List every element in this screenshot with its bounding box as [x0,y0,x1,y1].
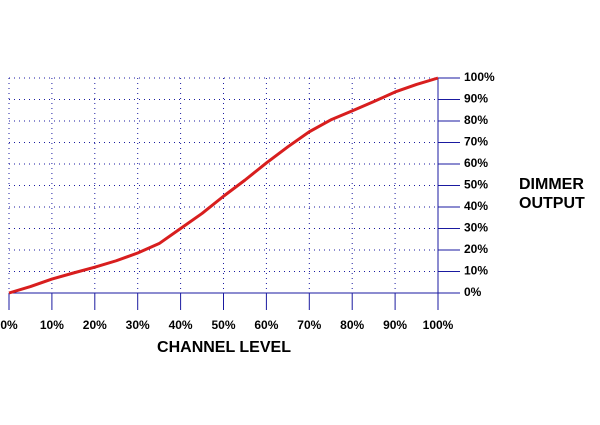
x-tick-label: 100% [423,318,454,332]
y-axis-label: DIMMER [519,176,584,193]
x-tick-label: 50% [211,318,235,332]
y-tick-label: 30% [464,221,488,235]
y-axis-label: OUTPUT [519,195,585,212]
y-tick-label: 80% [464,113,488,127]
y-tick-label: 0% [464,285,482,299]
y-tick-label: 50% [464,178,488,192]
x-tick-label: 80% [340,318,364,332]
y-tick-label: 40% [464,199,488,213]
x-tick-label: 0% [0,318,18,332]
x-tick-label: 90% [383,318,407,332]
x-tick-label: 20% [83,318,107,332]
x-tick-label: 60% [254,318,278,332]
x-tick-label: 40% [169,318,193,332]
y-tick-label: 20% [464,242,488,256]
y-tick-label: 90% [464,92,488,106]
y-tick-label: 10% [464,264,488,278]
x-tick-label: 10% [40,318,64,332]
line [8,76,439,295]
y-tick-label: 70% [464,135,488,149]
x-axis-label: CHANNEL LEVEL [157,339,291,356]
x-tick-label: 70% [297,318,321,332]
y-tick-label: 60% [464,156,488,170]
x-tick-label: 30% [126,318,150,332]
y-tick-label: 100% [464,70,495,84]
